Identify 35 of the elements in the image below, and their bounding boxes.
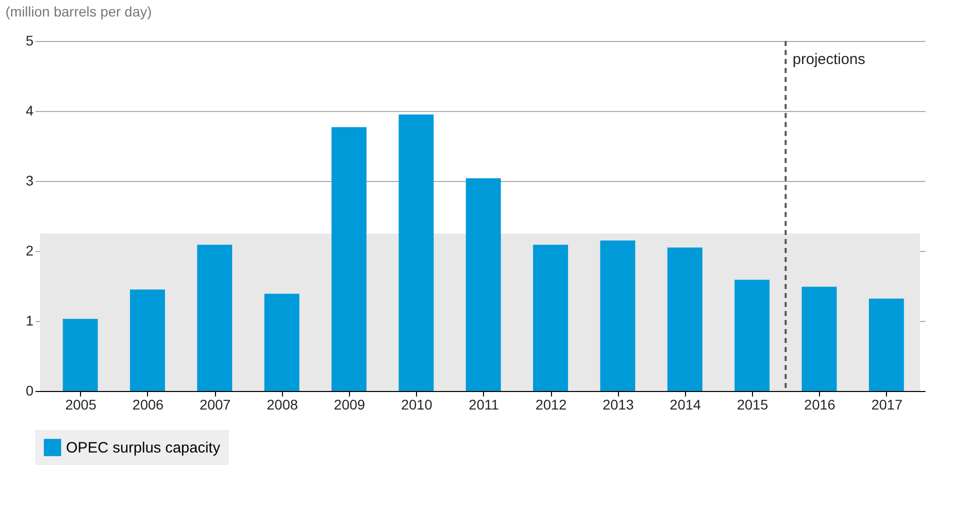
bar (197, 244, 232, 391)
bar (600, 240, 636, 391)
bar (533, 244, 568, 391)
x-tick-label: 2005 (65, 396, 97, 412)
bar (667, 248, 702, 391)
bar (868, 298, 904, 391)
y-tick-label: 1 (26, 312, 34, 328)
bar (466, 178, 501, 391)
legend-label: OPEC surplus capacity (66, 440, 221, 456)
x-tick-label: 2017 (871, 396, 903, 412)
x-tick-label: 2014 (670, 396, 702, 412)
y-tick-label: 0 (26, 382, 34, 398)
x-tick-label: 2010 (401, 396, 432, 412)
x-tick-label: 2012 (535, 396, 567, 412)
x-tick-label: 2016 (804, 396, 836, 412)
bar (802, 286, 837, 391)
bar (398, 114, 434, 391)
bar (332, 127, 367, 391)
ref-line-label: projections (792, 51, 866, 68)
bar (264, 294, 300, 391)
x-tick-label: 2009 (334, 396, 366, 412)
y-tick-label: 3 (26, 172, 34, 188)
x-tick-label: 2011 (468, 396, 500, 412)
x-tick-label: 2006 (132, 396, 164, 412)
y-tick-label: 5 (26, 32, 34, 48)
x-tick-label: 2007 (200, 396, 231, 412)
bar (130, 290, 165, 391)
x-tick-label: 2013 (602, 396, 634, 412)
y-tick-label: 4 (26, 102, 34, 118)
bar (62, 318, 98, 391)
x-tick-label: 2015 (736, 396, 768, 412)
y-axis-title: (million barrels per day) (6, 4, 152, 20)
y-tick-label: 2 (26, 242, 34, 258)
bar (734, 280, 770, 391)
x-tick-label: 2008 (266, 396, 298, 412)
